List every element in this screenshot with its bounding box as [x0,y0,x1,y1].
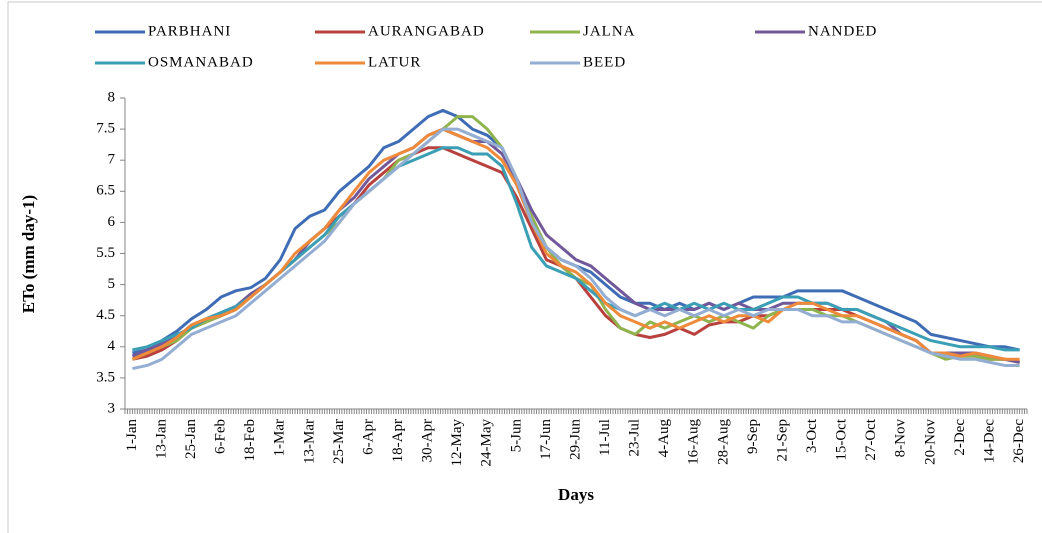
x-tick-label: 15-Oct [834,418,850,460]
x-tick-label: 6-Apr [360,419,376,455]
x-tick-label: 23-Jul [627,419,643,457]
x-tick-label: 14-Dec [981,419,997,463]
x-tick-label: 18-Feb [242,419,258,462]
x-tick-label: 6-Feb [213,419,229,454]
legend-label: NANDED [808,23,877,39]
y-axis-title: ETo (mm day-1) [19,195,38,313]
x-tick-label: 18-Apr [390,419,406,462]
series-line [132,108,1020,355]
x-tick-label: 13-Mar [301,419,317,464]
series-line [132,146,1020,352]
y-tick-label: 6 [108,214,116,230]
x-tick-label: 17-Jun [538,419,554,460]
x-tick-label: 4-Aug [656,419,672,458]
x-tick-label: 12-May [449,419,465,467]
x-tick-label: 5-Jun [508,419,524,453]
x-tick-label: 1-Jan [124,419,140,452]
y-tick-label: 3.5 [96,369,115,385]
legend-label: AURANGABAD [368,23,485,39]
series-line [131,127,1020,361]
series-line [132,127,1020,371]
legend-label: LATUR [368,54,421,70]
x-tick-label: 25-Jan [183,419,199,459]
legend-label: PARBHANI [148,23,231,39]
x-tick-label: 3-Oct [804,418,820,453]
x-tick-label: 27-Oct [863,418,879,460]
y-tick-label: 8 [108,89,116,105]
x-axis-title: Days [558,485,594,504]
y-tick-label: 3 [108,400,116,416]
y-tick-label: 6.5 [96,183,115,199]
x-tick-label: 26-Dec [1011,419,1027,463]
x-tick-label: 30-Apr [420,419,436,462]
y-tick-label: 7.5 [96,121,115,137]
y-tick-label: 5 [108,276,116,292]
y-tick-label: 7 [108,152,116,168]
x-tick-label: 20-Nov [922,419,938,465]
x-tick-label: 16-Aug [686,419,702,465]
series-line [132,146,1020,364]
chart-border [7,1,1042,533]
x-tick-label: 28-Aug [715,419,731,465]
legend-label: BEED [583,54,626,70]
x-tick-label: 2-Dec [952,419,968,456]
x-tick-label: 24-May [479,419,495,467]
series-line [131,115,1020,364]
x-tick-label: 29-Jun [567,419,583,460]
x-tick-label: 11-Jul [597,419,613,456]
x-tick-label: 9-Sep [745,419,761,454]
x-tick-label: 25-Mar [331,419,347,464]
y-tick-label: 5.5 [96,245,115,261]
x-tick-label: 1-Mar [272,419,288,457]
y-tick-label: 4.5 [96,307,115,323]
x-tick-label: 8-Nov [893,419,909,458]
x-tick-label: 13-Jan [153,419,169,459]
legend-label: OSMANABAD [148,54,254,70]
legend-label: JALNA [583,23,636,39]
x-tick-label: 21-Sep [774,419,790,462]
y-tick-label: 4 [108,338,116,354]
